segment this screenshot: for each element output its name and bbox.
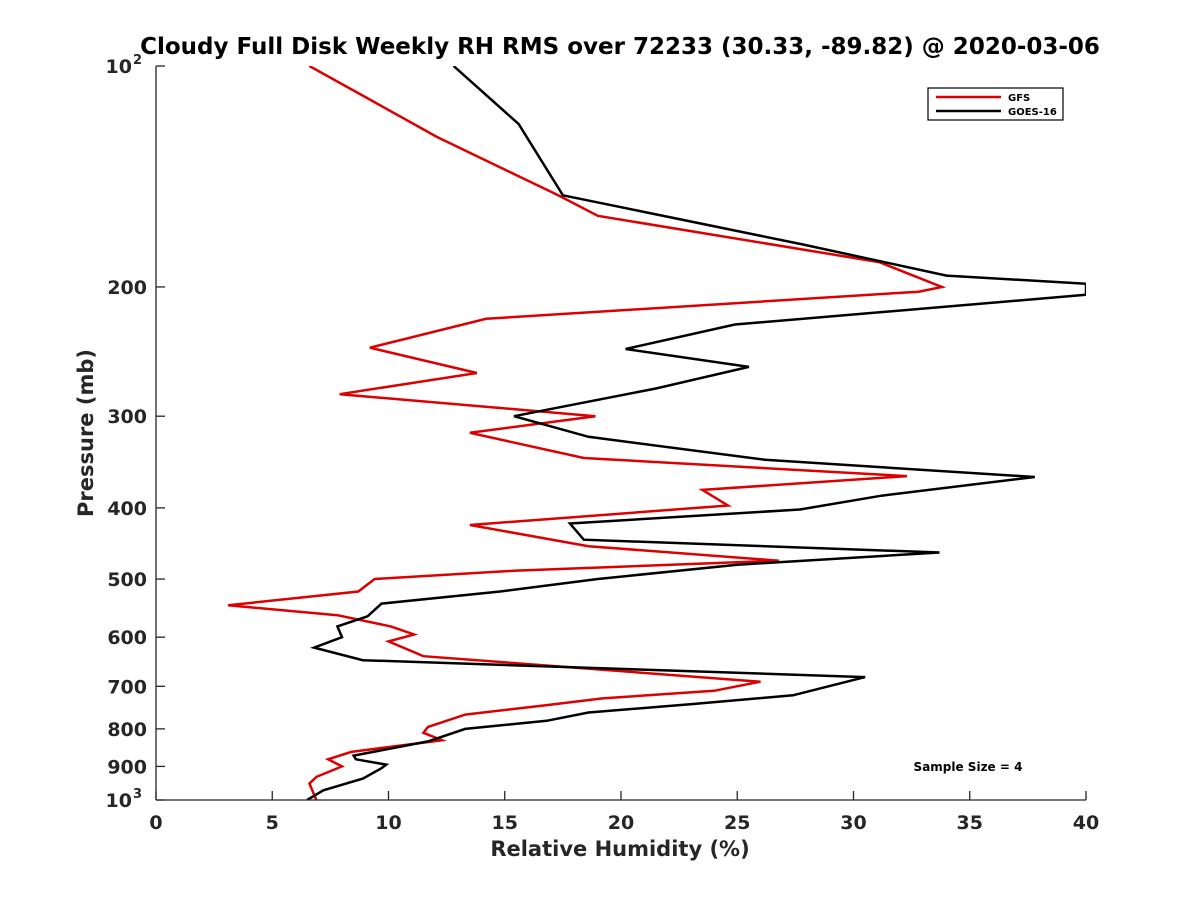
y-tick-label: 10 <box>106 56 132 78</box>
y-axis-label: Pressure (mb) <box>74 349 98 517</box>
x-tick-label: 30 <box>840 812 866 834</box>
legend: GFS GOES-16 <box>927 87 1064 121</box>
y-tick-label: 300 <box>107 406 147 428</box>
x-tick-label: 10 <box>375 812 401 834</box>
y-tick-label: 800 <box>107 719 147 741</box>
x-tick-label: 5 <box>266 812 279 834</box>
y-tick-label: 400 <box>107 498 147 520</box>
sample-size-annotation: Sample Size = 4 <box>914 760 1023 774</box>
y-tick-label: 700 <box>107 676 147 698</box>
y-tick-label: 200 <box>107 277 147 299</box>
series-line-goes-16 <box>306 66 1086 800</box>
legend-box <box>927 87 1064 121</box>
x-tick-label: 40 <box>1073 812 1099 834</box>
series-layer <box>227 66 1086 800</box>
series-clip-group <box>227 66 1086 800</box>
y-tick-exponent: 3 <box>133 787 142 802</box>
y-tick-label: 600 <box>107 627 147 649</box>
chart-title: Cloudy Full Disk Weekly RH RMS over 7223… <box>140 34 1100 60</box>
y-tick-label: 900 <box>107 756 147 778</box>
legend-label-goes-16: GOES-16 <box>1008 107 1057 118</box>
x-tick-label: 35 <box>957 812 983 834</box>
y-tick-exponent: 2 <box>133 53 142 68</box>
series-line-gfs <box>227 66 947 800</box>
x-tick-label: 20 <box>608 812 634 834</box>
x-tick-label: 0 <box>149 812 162 834</box>
x-tick-label: 25 <box>724 812 750 834</box>
legend-label-gfs: GFS <box>1008 93 1030 104</box>
x-tick-label: 15 <box>492 812 518 834</box>
x-axis-label: Relative Humidity (%) <box>490 837 749 861</box>
y-tick-label: 10 <box>106 790 132 812</box>
y-tick-label: 500 <box>107 569 147 591</box>
